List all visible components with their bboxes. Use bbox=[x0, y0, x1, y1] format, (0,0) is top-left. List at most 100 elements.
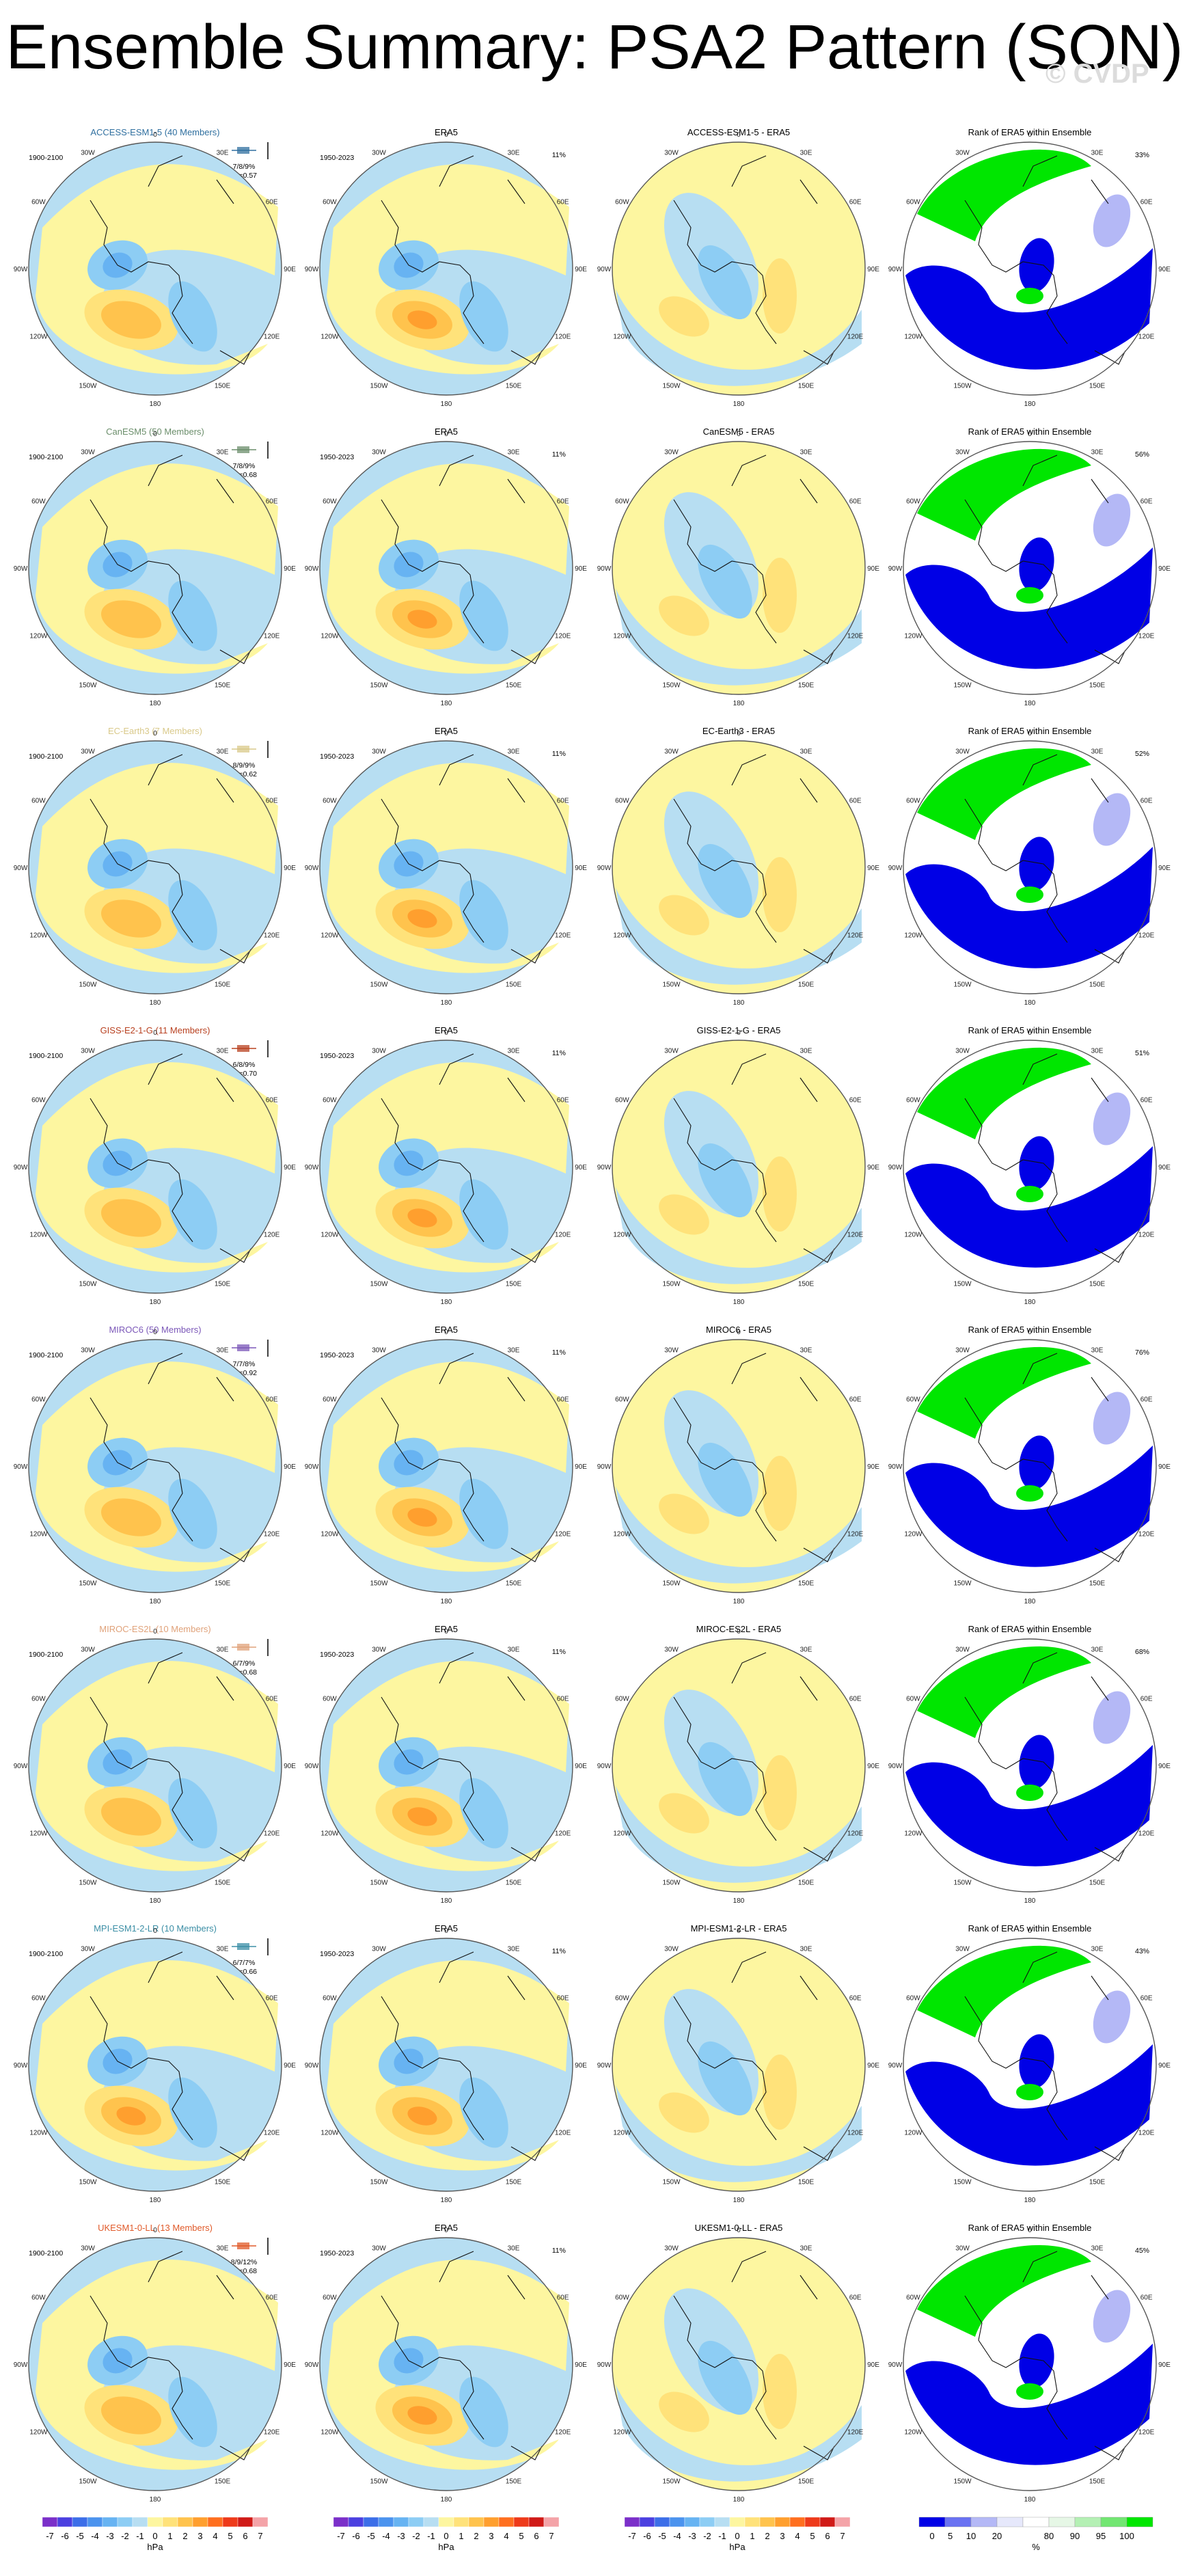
rank-low-region bbox=[905, 2344, 1153, 2465]
colorbar-swatch bbox=[789, 2517, 806, 2527]
colorbar-tick: -2 bbox=[703, 2531, 711, 2541]
rank-high-region bbox=[917, 1047, 1091, 1139]
longitude-label: 180 bbox=[441, 1598, 452, 1605]
longitude-label: 90W bbox=[305, 266, 319, 273]
rank-stat: 7/8/9% bbox=[233, 462, 256, 470]
coastline bbox=[90, 455, 251, 664]
period-label: 1950-2023 bbox=[320, 1052, 354, 1060]
positive-difference bbox=[659, 895, 709, 936]
colorbar-swatch bbox=[684, 2517, 700, 2527]
longitude-label: 120W bbox=[29, 2429, 48, 2437]
panel-title-difference: EC-Earth3 - ERA5 bbox=[702, 726, 775, 736]
longitude-label: 60W bbox=[323, 1097, 337, 1104]
longitude-label: 90E bbox=[1158, 1763, 1171, 1770]
coastline bbox=[673, 455, 835, 664]
colorbar-unit: hPa bbox=[729, 2542, 746, 2552]
longitude-label: 60E bbox=[1140, 498, 1153, 506]
longitude-label: 120W bbox=[904, 1830, 922, 1838]
longitude-label: 120E bbox=[1138, 1830, 1155, 1838]
colorbar-tick: 95 bbox=[1096, 2531, 1106, 2541]
panel-rank: Rank of ERA5 within Ensemble 68% 0 30E 60E 90… bbox=[888, 1624, 1171, 1905]
variance-stat: 11% bbox=[552, 1348, 566, 1357]
longitude-label: 120W bbox=[320, 2130, 339, 2137]
longitude-label: 90E bbox=[284, 1463, 296, 1471]
longitude-label: 120E bbox=[555, 1232, 571, 1239]
panel-title-rank: Rank of ERA5 within Ensemble bbox=[968, 2223, 1092, 2233]
longitude-label: 0 bbox=[1028, 1927, 1032, 1935]
longitude-label: 150E bbox=[506, 1880, 522, 1887]
rank-high-region bbox=[917, 1646, 1091, 1738]
longitude-label: 60E bbox=[266, 2294, 278, 2302]
variance-stat: 11% bbox=[552, 2247, 566, 2255]
longitude-label: 150W bbox=[953, 981, 972, 989]
longitude-label: 60W bbox=[906, 798, 920, 805]
rank-low-centre bbox=[1019, 238, 1054, 293]
rank-percent: 56% bbox=[1135, 450, 1149, 459]
longitude-label: 120W bbox=[904, 2130, 922, 2137]
rank-stat: 7/7/8% bbox=[233, 1360, 256, 1368]
longitude-label: 90W bbox=[888, 865, 903, 872]
colorbar-tick: 1 bbox=[167, 2531, 172, 2541]
colorbar-tick: 0 bbox=[929, 2531, 934, 2541]
longitude-label: 150E bbox=[1089, 1880, 1106, 1887]
longitude-label: 30E bbox=[1091, 2245, 1104, 2252]
longitude-label: 60W bbox=[323, 1696, 337, 1703]
longitude-label: 90E bbox=[867, 1463, 879, 1471]
rank-high-spot bbox=[1016, 587, 1043, 604]
colorbar-swatch bbox=[423, 2517, 439, 2527]
map-frame bbox=[28, 441, 282, 695]
variance-stat: 11% bbox=[552, 151, 566, 159]
longitude-label: 150W bbox=[79, 981, 97, 989]
positive-difference bbox=[659, 595, 709, 636]
longitude-label: 30W bbox=[81, 1346, 95, 1354]
longitude-label: 150E bbox=[1089, 2179, 1106, 2186]
map-frame bbox=[28, 740, 282, 994]
longitude-label: 90W bbox=[888, 2361, 903, 2369]
longitude-label: 150E bbox=[798, 981, 815, 989]
longitude-label: 150W bbox=[370, 383, 388, 390]
panel-title-difference: MPI-ESM1-2-LR - ERA5 bbox=[691, 1923, 787, 1934]
longitude-label: 30W bbox=[955, 1047, 970, 1055]
colorbar-swatch bbox=[177, 2517, 193, 2527]
longitude-label: 60E bbox=[849, 1396, 862, 1404]
colorbar-swatch bbox=[834, 2517, 851, 2527]
colorbar-tick: 3 bbox=[197, 2531, 202, 2541]
panel-model-mean: GISS-E2-1-G (11 Members)1900-21006/8/9%r… bbox=[14, 1025, 297, 1306]
colorbar-swatch bbox=[468, 2517, 484, 2527]
longitude-label: 90E bbox=[1158, 1164, 1171, 1171]
longitude-label: 120W bbox=[904, 1232, 922, 1239]
longitude-label: 150W bbox=[79, 1880, 97, 1887]
panel-rank: Rank of ERA5 within Ensemble 52% 0 30E 60E 90… bbox=[888, 726, 1171, 1007]
longitude-label: 30W bbox=[81, 2245, 95, 2252]
colorbar-swatch bbox=[162, 2517, 178, 2527]
longitude-label: 180 bbox=[1024, 2197, 1036, 2204]
longitude-label: 60W bbox=[323, 1995, 337, 2003]
longitude-label: 90W bbox=[305, 565, 319, 573]
rank-percent: 45% bbox=[1135, 2247, 1149, 2255]
longitude-label: 180 bbox=[441, 999, 452, 1007]
longitude-label: 60W bbox=[906, 498, 920, 506]
colorbar-swatch bbox=[483, 2517, 500, 2527]
longitude-label: 30W bbox=[664, 1047, 679, 1055]
longitude-label: 60E bbox=[266, 199, 278, 206]
colorbar-swatch bbox=[57, 2517, 73, 2527]
coastline bbox=[964, 2251, 1126, 2460]
colorbar-swatch bbox=[102, 2517, 118, 2527]
map-frame bbox=[28, 1040, 282, 1294]
longitude-label: 60E bbox=[849, 1097, 862, 1104]
panel-model-mean: UKESM1-0-LL (13 Members) 1900-2100 8/9/12%… bbox=[14, 2223, 297, 2504]
panel-title-era5: ERA5 bbox=[435, 1025, 458, 1035]
longitude-label: 90W bbox=[597, 1763, 612, 1770]
rank-mid-region bbox=[1093, 1092, 1131, 1145]
colorbar-tick: -5 bbox=[367, 2531, 375, 2541]
longitude-label: 180 bbox=[441, 700, 452, 707]
longitude-label: 90W bbox=[305, 1164, 319, 1171]
longitude-label: 120W bbox=[320, 2429, 339, 2437]
longitude-label: 150W bbox=[370, 981, 388, 989]
colorbar-swatch bbox=[513, 2517, 530, 2527]
rank-percent: 68% bbox=[1135, 1648, 1149, 1656]
colorbar-swatch bbox=[132, 2517, 148, 2527]
